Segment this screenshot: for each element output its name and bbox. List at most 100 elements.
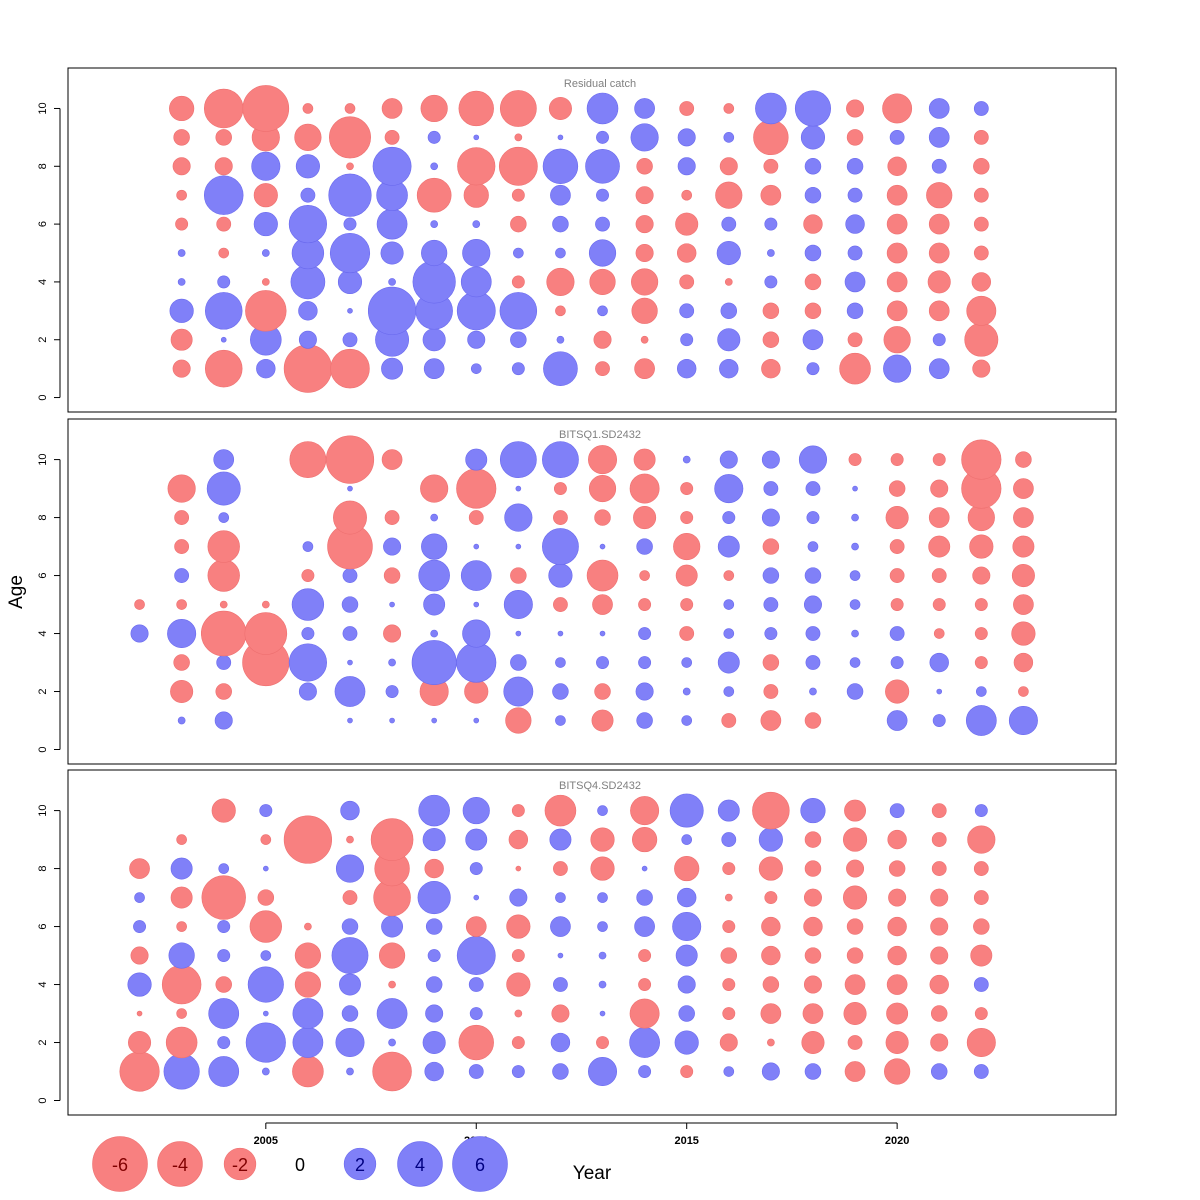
bubble-point [851,629,859,638]
bubble-point [930,1033,949,1052]
bubble-point [635,682,654,701]
bubble-point [889,803,905,818]
bubble-point [383,624,402,643]
bubble-point [174,510,190,525]
bubble-point [173,654,190,671]
bubble-point [130,946,149,965]
bubble-point [546,267,575,296]
bubble-point [298,301,318,321]
bubble-point [719,358,739,379]
bubble-point [586,92,619,125]
bubble-point [412,260,456,304]
bubble-point [723,686,735,697]
bubble-point [723,570,735,581]
bubble-point [388,278,396,286]
bubble-point [418,794,450,827]
bubble-point [629,1027,660,1058]
legend-label: 6 [475,1155,485,1175]
legend-bubble [223,1147,257,1181]
bubble-point [211,798,236,823]
bubble-point [421,239,448,267]
bubble-point [851,542,859,551]
y-tick-label: 6 [37,221,49,227]
bubble-point [430,162,439,171]
bubble-point [1011,621,1036,646]
bubble-point [499,441,537,478]
bubble-point [128,1031,152,1055]
bubble-point [844,799,866,822]
panel-frame [67,67,1117,413]
bubble-point [515,865,522,872]
bubble-point [638,949,652,962]
bubble-point [468,977,484,992]
bubble-point [335,854,365,883]
bubble-point [464,679,489,704]
bubble-point [973,977,989,992]
bubble-point [470,363,482,374]
bubble-point [886,710,908,731]
bubble-point [846,302,864,320]
bubble-point [215,129,232,146]
bubble-point [302,541,314,552]
bubble-point [764,891,778,905]
bubble-point [465,828,488,851]
bubble-point [381,915,404,938]
bubble-point [885,679,910,704]
bubble-point [929,652,949,673]
bubble-point [552,215,569,233]
y-tick-label: 0 [37,1097,49,1103]
bubble-point [333,500,367,535]
bubble-point [292,1027,324,1058]
bubble-point [886,974,908,995]
bubble-point [588,475,617,503]
bubble-point [422,328,446,352]
panel-title: BITSQ1.SD2432 [559,429,641,441]
bubble-point [847,332,863,348]
bubble-point [673,532,701,561]
bubble-point [430,220,439,228]
bubble-point [215,976,232,993]
bubble-point [888,888,907,907]
bubble-point [298,330,317,349]
bubble-point [804,158,822,175]
bubble-point [384,129,400,145]
bubble-point [632,826,658,853]
bubble-point [886,1002,909,1025]
bubble-point [127,972,152,997]
bubble-point [805,481,821,496]
bubble-point [1018,686,1029,697]
bubble-point [425,1004,444,1023]
bubble-point [844,271,866,293]
bubble-point [302,103,314,114]
bubble-point [499,292,538,330]
bubble-point [555,247,566,259]
y-tick-label: 6 [37,572,49,578]
bubble-point [721,832,737,847]
bubble-point [261,1067,270,1076]
legend-label: -6 [112,1155,128,1175]
bubble-point [1012,535,1035,558]
bubble-point [416,177,452,213]
y-tick-label: 2 [37,688,49,694]
bubble-point [889,626,905,641]
bubble-point [425,976,443,993]
bubble-point [340,800,360,821]
bubble-point [640,335,649,344]
bubble-point [846,859,865,878]
bubble-point [423,358,445,379]
bubble-point [762,302,780,320]
bubble-point [177,278,186,286]
x-axis-label: Year [573,1163,612,1184]
bubble-point [261,278,270,286]
bubble-point [544,794,577,827]
bubble-point [290,264,326,300]
bubble-point [932,453,946,467]
bubble-point [598,980,607,989]
bubble-point [844,1061,866,1082]
bubble-point [295,154,320,179]
panel-title: Residual catch [564,78,636,90]
bubble-point [889,568,905,583]
bubble-point [473,134,480,141]
bubble-point [1013,652,1034,673]
panels-layer: Residual catch 0 2 4 6 8 10 BITSQ1.SD2432 0 2 4 6 8 1… [37,67,1117,1147]
